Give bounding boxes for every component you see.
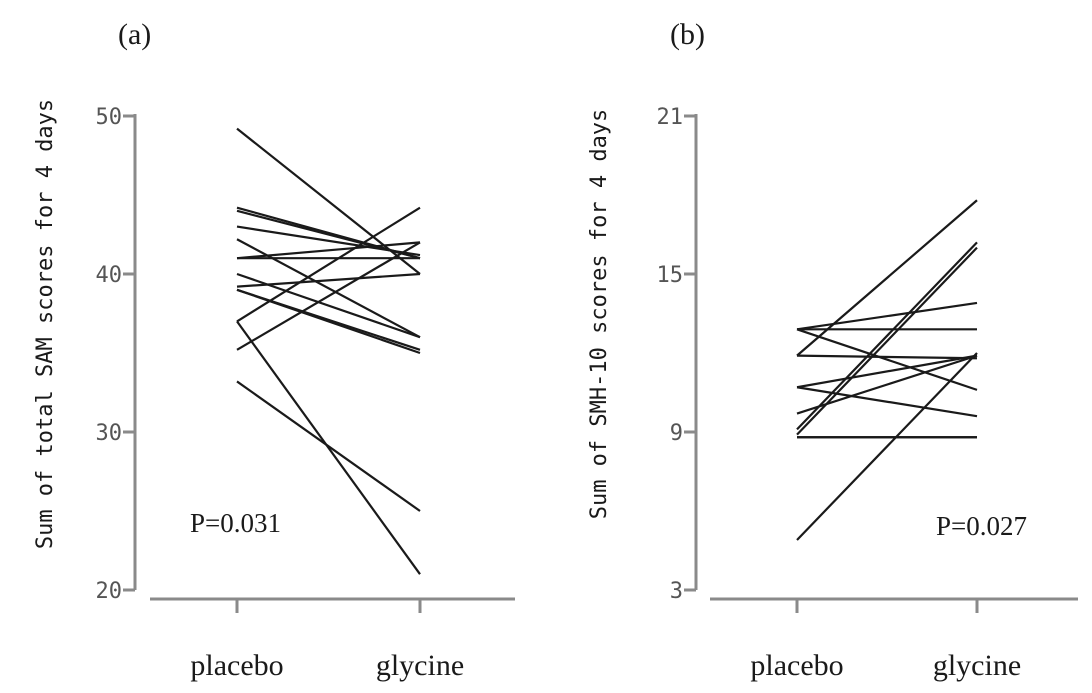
subject-line (796, 386, 978, 418)
subject-line (796, 199, 978, 357)
y-ticks: 3 9 15 21 (657, 105, 696, 604)
category-label-placebo: placebo (750, 649, 843, 682)
y-tick-label: 21 (657, 105, 684, 130)
subject-line (236, 206, 421, 323)
subject-line (796, 354, 978, 415)
category-label-glycine: glycine (376, 649, 464, 682)
x-ticks: placebo glycine (750, 599, 1021, 682)
subject-line (796, 328, 978, 391)
y-tick-label: 30 (96, 421, 123, 446)
y-tick-label: 3 (670, 579, 683, 604)
panel-a: (a) Sum of total SAM scores for 4 days 2… (33, 18, 515, 682)
subject-line (236, 288, 421, 355)
category-label-placebo: placebo (190, 649, 283, 682)
subject-line (236, 225, 421, 257)
y-tick-label: 50 (96, 105, 123, 130)
subject-line (236, 380, 421, 512)
y-ticks: 20 30 40 50 (96, 105, 135, 604)
subject-line (236, 320, 421, 575)
subject-line (796, 354, 978, 389)
panel-b: (b) Sum of SMH-10 scores for 4 days 3 9 15… (587, 18, 1078, 682)
subject-line (796, 354, 978, 360)
subject-line (236, 241, 421, 260)
subject-line (796, 241, 978, 431)
subject-line (796, 246, 978, 436)
y-axis-title: Sum of total SAM scores for 4 days (33, 99, 58, 549)
y-tick-label: 20 (96, 579, 123, 604)
panel-label: (b) (670, 18, 705, 51)
y-tick-label: 15 (657, 263, 684, 288)
category-label-glycine: glycine (933, 649, 1021, 682)
panel-label: (a) (118, 18, 151, 51)
subject-line (796, 352, 978, 541)
x-ticks: placebo glycine (190, 599, 464, 682)
subject-lines (236, 127, 421, 575)
y-tick-label: 40 (96, 263, 123, 288)
subject-line (236, 241, 421, 351)
y-tick-label: 9 (670, 421, 683, 446)
subject-line (796, 301, 978, 331)
p-value-annotation: P=0.027 (936, 511, 1027, 541)
p-value-annotation: P=0.031 (190, 508, 281, 538)
subject-line (236, 272, 421, 288)
y-axis-title: Sum of SMH-10 scores for 4 days (587, 109, 612, 520)
subject-lines (796, 199, 978, 541)
